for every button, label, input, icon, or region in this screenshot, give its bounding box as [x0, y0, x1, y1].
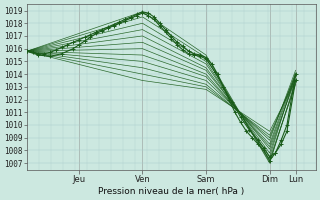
- X-axis label: Pression niveau de la mer( hPa ): Pression niveau de la mer( hPa ): [98, 187, 244, 196]
